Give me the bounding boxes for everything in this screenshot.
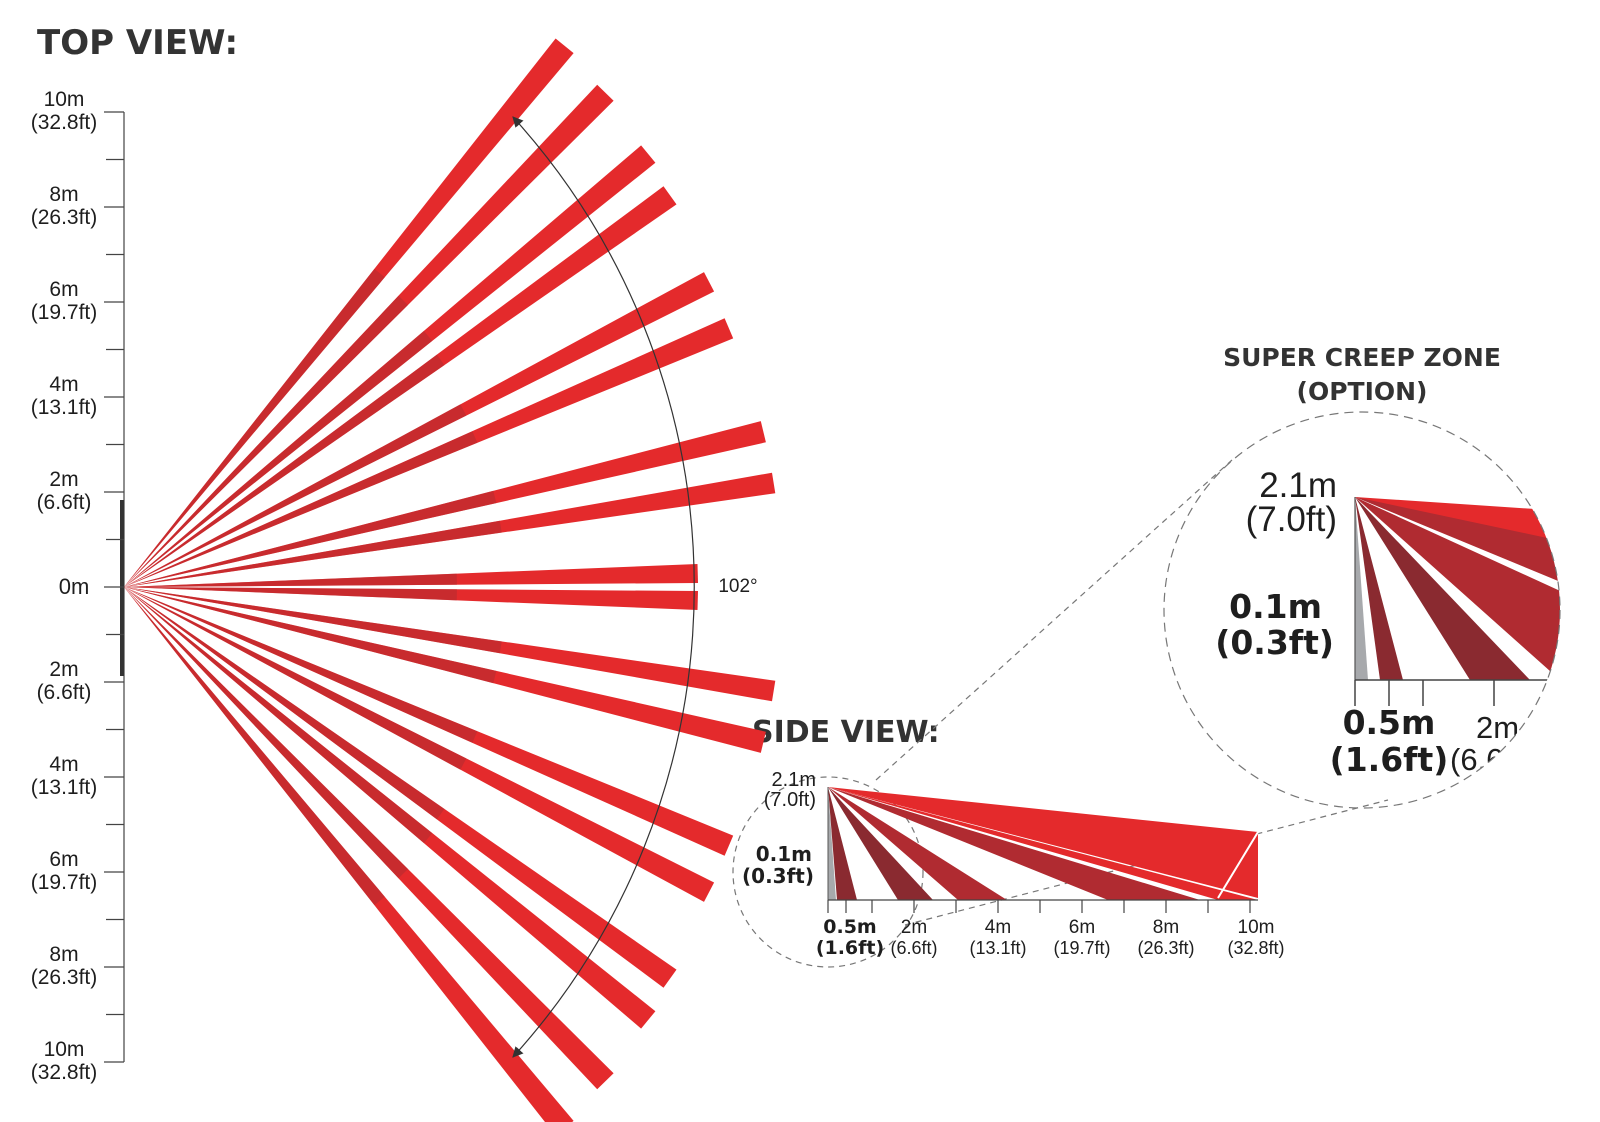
zoom-height-label-ft: (7.0ft) <box>1246 500 1337 539</box>
top-range-label-m: 4m <box>49 373 78 396</box>
top-beam-core <box>124 268 385 587</box>
side-distance-label-m: 10m <box>1238 917 1275 938</box>
zoom-distance-label-2m: 2m <box>1476 710 1519 745</box>
top-range-label-ft: (32.8ft) <box>31 1061 98 1084</box>
top-beam-core <box>124 573 457 587</box>
top-range-label-m: 0m <box>59 574 90 599</box>
top-range-scale <box>104 111 125 1063</box>
top-range-label-ft: (13.1ft) <box>31 396 98 419</box>
top-beam-core <box>124 587 502 654</box>
side-distance-label-ft: (32.8ft) <box>1227 938 1284 958</box>
side-distance-label-ft: (19.7ft) <box>1053 938 1110 958</box>
top-range-label-m: 8m <box>49 183 78 206</box>
side-distance-label-ft: (1.6ft) <box>816 937 884 959</box>
top-view-heading: TOP VIEW: <box>37 23 238 63</box>
zoom-creep-label-ft: (0.3ft) <box>1215 623 1334 662</box>
zoom-beam <box>1355 497 1403 680</box>
top-range-label-ft: (13.1ft) <box>31 776 98 799</box>
top-range-label-m: 8m <box>49 943 78 966</box>
coverage-angle-label: 102° <box>718 576 757 597</box>
top-range-label-ft: (32.8ft) <box>31 111 98 134</box>
zoom-height-label-m: 2.1m <box>1259 466 1337 505</box>
top-beam-core <box>124 431 478 587</box>
zoom-circle <box>1163 411 1561 809</box>
top-beams <box>124 38 776 1122</box>
top-range-label-m: 10m <box>44 88 85 111</box>
zoom-distance-ticks <box>1354 680 1495 706</box>
top-view: 10m(32.8ft)8m(26.3ft)6m(19.7ft)4m(13.1ft… <box>31 38 776 1122</box>
top-range-labels: 10m(32.8ft)8m(26.3ft)6m(19.7ft)4m(13.1ft… <box>31 88 98 1084</box>
side-distance-label-ft: (26.3ft) <box>1137 938 1194 958</box>
top-range-label-ft: (26.3ft) <box>31 206 98 229</box>
side-magnify-circle <box>732 776 924 968</box>
top-range-label-m: 4m <box>49 753 78 776</box>
side-distance-label-ft: (6.6ft) <box>890 938 937 958</box>
side-distance-label-ft: (13.1ft) <box>969 938 1026 958</box>
side-distance-labels: 0.5m(1.6ft) 2m(6.6ft) 4m(13.1ft) 6m(19.7ft)… <box>816 916 1285 959</box>
side-distance-label-m: 2m <box>901 917 927 938</box>
top-beam-core <box>124 520 502 587</box>
zoom-distance-label-05m-ft: (1.6ft) <box>1330 740 1449 779</box>
zoom-beam <box>1355 497 1560 680</box>
side-distance-label-m: 4m <box>985 917 1011 938</box>
top-range-label-m: 2m <box>49 658 78 681</box>
top-beam-core <box>124 587 478 743</box>
zoom-distance-label-2m-ft: (6.6ft) <box>1450 742 1531 777</box>
top-beam-core <box>124 587 433 844</box>
zoom-beam <box>1355 497 1530 680</box>
side-distance-ticks <box>827 900 1251 913</box>
creep-zone-heading: SUPER CREEP ZONE <box>1223 343 1501 372</box>
zoom-distance-label-05m: 0.5m <box>1343 703 1436 742</box>
side-creep-zone <box>828 787 836 900</box>
side-distance-label-m: 6m <box>1069 917 1095 938</box>
side-beams <box>828 787 1259 900</box>
top-range-label-ft: (26.3ft) <box>31 966 98 989</box>
top-beam-core <box>124 587 467 770</box>
top-range-label-ft: (6.6ft) <box>37 681 92 704</box>
top-beam-core <box>124 587 497 684</box>
zoom-creep-label-m: 0.1m <box>1229 587 1322 626</box>
zoom-beam <box>1355 497 1560 590</box>
side-view: 2.1m (7.0ft) 0.1m (0.3ft) 0.5m(1.6ft)2m(… <box>732 459 1389 968</box>
side-beam <box>828 787 857 900</box>
side-height-label-m: 2.1m <box>772 769 816 791</box>
creep-zone-subheading: (OPTION) <box>1297 377 1428 406</box>
side-creep-label-m: 0.1m <box>756 842 812 866</box>
side-distance-label-m: 0.5m <box>823 916 876 938</box>
top-beam-core <box>124 330 433 587</box>
top-beam-core <box>124 587 445 820</box>
top-beam-core <box>124 587 457 601</box>
top-range-label-m: 2m <box>49 468 78 491</box>
side-beam <box>828 787 1007 900</box>
zoom-creep-zone <box>1355 497 1368 680</box>
top-beam-core <box>124 354 445 587</box>
top-beam-core <box>124 587 385 906</box>
side-beam <box>828 787 1258 900</box>
top-range-label-m: 10m <box>44 1038 85 1061</box>
side-beam <box>828 787 1258 898</box>
zoom-leader-upper <box>875 459 1233 781</box>
side-distance-label-m: 8m <box>1153 917 1179 938</box>
top-beam-core <box>124 490 497 587</box>
side-beam <box>828 787 933 900</box>
top-range-label-m: 6m <box>49 278 78 301</box>
top-range-label-ft: (19.7ft) <box>31 301 98 324</box>
side-creep-label-ft: (0.3ft) <box>742 864 814 888</box>
side-beam <box>828 787 1200 900</box>
top-beam-core <box>124 587 408 879</box>
top-range-label-ft: (19.7ft) <box>31 871 98 894</box>
top-range-label-m: 6m <box>49 848 78 871</box>
coverage-arc <box>512 116 695 1058</box>
side-view-heading: SIDE VIEW: <box>752 715 940 750</box>
side-height-label-ft: (7.0ft) <box>764 789 816 811</box>
top-beam-core <box>124 404 467 587</box>
zoom-beams <box>1355 497 1560 680</box>
top-range-label-ft: (6.6ft) <box>37 491 92 514</box>
creep-zone-zoom: 2m (6.6ft) 2.1m (7.0ft) 0.1m (0.3ft) 0.5… <box>1163 411 1561 809</box>
top-beam-core <box>124 295 408 587</box>
